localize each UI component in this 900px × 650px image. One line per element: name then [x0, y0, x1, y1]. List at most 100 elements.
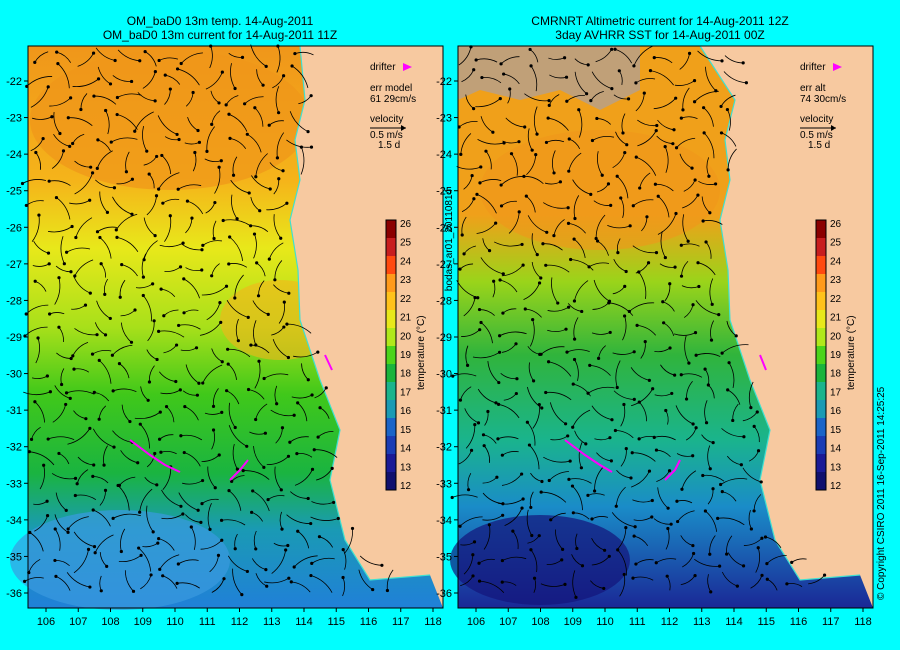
colorbar-tick-label: 14: [830, 444, 842, 455]
right-title-line2: 3day AVHRR SST for 14-Aug-2011 00Z: [555, 28, 765, 42]
colorbar-swatch: [816, 472, 826, 491]
lat-tick-label: -23: [436, 113, 452, 125]
colorbar-tick-label: 16: [830, 406, 842, 417]
right-map: drifter err alt 74 30cm/s velocity 0.5 m…: [450, 45, 873, 608]
lon-tick-label: 117: [392, 616, 410, 628]
right-legend-velocity: velocity: [800, 114, 833, 125]
colorbar-tick-label: 26: [830, 219, 842, 230]
colorbar-tick-label: 20: [400, 331, 412, 342]
colorbar-swatch: [816, 364, 826, 383]
lat-tick-label: -30: [6, 369, 22, 381]
copyright-label: © Copyright CSIRO 2011 16-Sep-2011 14:25…: [876, 386, 887, 600]
colorbar-tick-label: 18: [400, 369, 412, 380]
left-title-line1: OM_baD0 13m temp. 14-Aug-2011: [126, 14, 314, 28]
lat-tick-label: -36: [6, 588, 22, 600]
lat-tick-label: -35: [436, 551, 452, 563]
colorbar-swatch: [386, 328, 396, 347]
colorbar-tick-label: 22: [400, 294, 412, 305]
colorbar-tick-label: 22: [830, 294, 842, 305]
lat-tick-label: -27: [436, 259, 452, 271]
colorbar-tick-label: 23: [400, 275, 412, 286]
lat-tick-label: -35: [6, 551, 22, 563]
right-legend-drifter: drifter: [800, 62, 826, 73]
lon-tick-label: 117: [822, 616, 840, 628]
colorbar-tick-label: 19: [830, 350, 842, 361]
colorbar-tick-label: 12: [400, 481, 412, 492]
lon-tick-label: 116: [360, 616, 378, 628]
colorbar-swatch: [816, 382, 826, 401]
colorbar-swatch: [386, 364, 396, 383]
colorbar-swatch: [386, 418, 396, 437]
lon-tick-label: 115: [327, 616, 345, 628]
lat-tick-label: -33: [6, 478, 22, 490]
drifter-arrow-icon: [403, 63, 412, 71]
colorbar-swatch: [816, 220, 826, 239]
colorbar-tick-label: 24: [400, 256, 412, 267]
colorbar-tick-label: 25: [400, 238, 412, 249]
colorbar-tick-label: 19: [400, 350, 412, 361]
colorbar-tick-label: 16: [400, 406, 412, 417]
lon-tick-label: 113: [263, 616, 281, 628]
colorbar-swatch: [386, 454, 396, 473]
colorbar-tick-label: 13: [830, 462, 842, 473]
right-drifter-tracks: [564, 354, 767, 481]
lon-tick-label: 110: [596, 616, 614, 628]
lon-tick-label: 115: [757, 616, 775, 628]
left-land: [290, 46, 443, 608]
lat-tick-label: -32: [436, 442, 452, 454]
colorbar-swatch: [386, 346, 396, 365]
colorbar-swatch: [386, 400, 396, 419]
right-colorbar-label: temperature (°C): [846, 315, 857, 390]
colorbar-swatch: [386, 436, 396, 455]
lon-tick-label: 110: [166, 616, 184, 628]
left-legend: drifter err model 61 29cm/s velocity 0.5…: [370, 62, 416, 151]
lat-tick-label: -24: [6, 149, 22, 161]
colorbar-tick-label: 26: [400, 219, 412, 230]
right-axes: -22 -23 -24 -25 -26 -27 -28 -29 -30 -31 -32 -33 -34 -…: [436, 45, 874, 628]
left-legend-duration: 1.5 d: [378, 140, 400, 151]
right-title-line1: CMRNRT Altimetric current for 14-Aug-201…: [531, 14, 789, 28]
colorbar-tick-label: 21: [400, 313, 412, 324]
lon-tick-label: 108: [101, 616, 119, 628]
left-drifter-tracks: [129, 354, 333, 481]
lat-tick-label: -28: [436, 295, 452, 307]
colorbar-tick-label: 15: [400, 425, 412, 436]
colorbar-swatch: [816, 256, 826, 275]
colorbar-swatch: [816, 418, 826, 437]
lat-tick-label: -29: [6, 332, 22, 344]
colorbar-swatch: [386, 220, 396, 239]
drifter-arrow-icon: [833, 63, 842, 71]
lat-tick-label: -22: [6, 76, 22, 88]
colorbar-swatch: [816, 238, 826, 257]
left-legend-drifter: drifter: [370, 62, 396, 73]
colorbar-tick-label: 18: [830, 369, 842, 380]
lon-tick-label: 109: [134, 616, 152, 628]
lon-tick-label: 109: [564, 616, 582, 628]
lon-tick-label: 111: [199, 616, 216, 628]
lon-tick-label: 107: [499, 616, 517, 628]
left-title-line2: OM_baD0 13m current for 14-Aug-2011 11Z: [102, 28, 338, 42]
lon-tick-label: 116: [790, 616, 808, 628]
lat-tick-label: -27: [6, 259, 22, 271]
colorbar-swatch: [816, 454, 826, 473]
colorbar-tick-label: 24: [830, 256, 842, 267]
lat-tick-label: -34: [436, 515, 452, 527]
lat-tick-label: -33: [436, 478, 452, 490]
right-current-vectors: [450, 45, 827, 599]
lon-tick-label: 114: [725, 616, 743, 628]
lat-tick-label: -32: [6, 442, 22, 454]
left-axes: -22 -23 -24 -25 -26 -27 -28 -29 -30 -31 -32 -33 -34 -…: [6, 45, 444, 628]
colorbar-tick-label: 17: [400, 387, 412, 398]
colorbar-tick-label: 15: [830, 425, 842, 436]
lon-tick-label: 113: [693, 616, 711, 628]
lat-tick-label: -28: [6, 295, 22, 307]
lon-tick-label: 112: [661, 616, 679, 628]
colorbar-swatch: [816, 310, 826, 329]
left-legend-speed: 0.5 m/s: [370, 130, 403, 141]
lat-tick-label: -23: [6, 113, 22, 125]
lat-tick-label: -26: [6, 222, 22, 234]
colorbar-tick-label: 23: [830, 275, 842, 286]
colorbar-tick-label: 20: [830, 331, 842, 342]
colorbar-swatch: [386, 382, 396, 401]
